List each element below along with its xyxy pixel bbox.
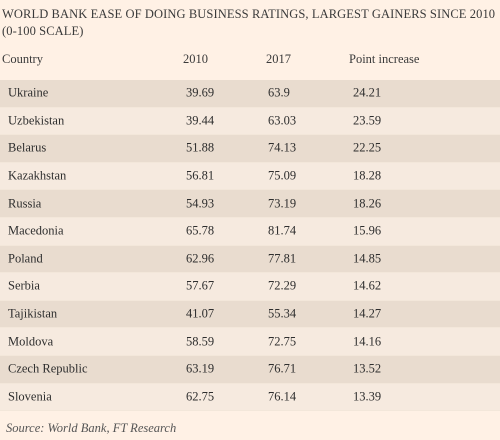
- point-increase-cell: 22.25: [353, 140, 382, 155]
- value-2017-cell: 81.74: [268, 223, 297, 238]
- header-country: Country: [2, 52, 43, 66]
- value-2010-cell: 62.96: [186, 251, 215, 266]
- value-2010-cell: 39.44: [186, 113, 215, 128]
- table-header: Country 2010 2017 Point increase: [0, 52, 500, 72]
- country-cell: Moldova: [8, 334, 54, 349]
- point-increase-cell: 13.52: [353, 361, 382, 376]
- country-cell: Macedonia: [8, 223, 64, 238]
- country-cell: Kazakhstan: [8, 168, 67, 183]
- country-cell: Uzbekistan: [8, 113, 65, 128]
- point-increase-cell: 23.59: [353, 113, 382, 128]
- table-row: Kazakhstan 56.81 75.09 18.28: [0, 162, 500, 191]
- value-2017-cell: 63.03: [268, 113, 297, 128]
- point-increase-cell: 18.26: [353, 196, 382, 211]
- value-2017-cell: 74.13: [268, 140, 297, 155]
- point-increase-cell: 14.85: [353, 251, 382, 266]
- table-row: Macedonia 65.78 81.74 15.96: [0, 217, 500, 246]
- value-2010-cell: 62.75: [186, 389, 215, 404]
- table-row: Tajikistan 41.07 55.34 14.27: [0, 300, 500, 329]
- table-body: Ukraine 39.69 63.9 24.21 Uzbekistan 39.44 63.0…: [0, 80, 500, 412]
- country-cell: Serbia: [8, 278, 40, 293]
- value-2017-cell: 76.14: [268, 389, 297, 404]
- country-cell: Poland: [8, 251, 43, 266]
- value-2017-cell: 76.71: [268, 361, 297, 376]
- table-row: Poland 62.96 77.81 14.85: [0, 245, 500, 274]
- point-increase-cell: 14.27: [353, 306, 382, 321]
- source-note: Source: World Bank, FT Research: [6, 421, 177, 435]
- value-2010-cell: 56.81: [186, 168, 215, 183]
- value-2010-cell: 58.59: [186, 334, 215, 349]
- value-2010-cell: 57.67: [186, 278, 215, 293]
- value-2017-cell: 73.19: [268, 196, 297, 211]
- country-cell: Slovenia: [8, 389, 52, 404]
- table-row: Belarus 51.88 74.13 22.25: [0, 135, 500, 163]
- value-2017-cell: 72.29: [268, 278, 297, 293]
- value-2017-cell: 55.34: [268, 306, 297, 321]
- table-row: Slovenia 62.75 76.14 13.39: [0, 383, 500, 412]
- value-2010-cell: 51.88: [186, 140, 215, 155]
- header-2010: 2010: [183, 52, 208, 66]
- chart-title: WORLD BANK EASE OF DOING BUSINESS RATING…: [2, 7, 496, 38]
- country-cell: Tajikistan: [8, 306, 58, 321]
- point-increase-cell: 24.21: [353, 85, 382, 100]
- country-cell: Czech Republic: [8, 361, 88, 376]
- table-row: Serbia 57.67 72.29 14.62: [0, 273, 500, 301]
- value-2010-cell: 39.69: [186, 85, 215, 100]
- value-2010-cell: 41.07: [186, 306, 215, 321]
- country-cell: Russia: [8, 196, 42, 211]
- point-increase-cell: 13.39: [353, 389, 382, 404]
- value-2010-cell: 65.78: [186, 223, 215, 238]
- point-increase-cell: 14.62: [353, 278, 382, 293]
- value-2010-cell: 54.93: [186, 196, 215, 211]
- header-2017: 2017: [266, 52, 291, 66]
- table-row: Moldova 58.59 72.75 14.16: [0, 328, 500, 356]
- value-2010-cell: 63.19: [186, 361, 215, 376]
- value-2017-cell: 77.81: [268, 251, 297, 266]
- country-cell: Belarus: [8, 140, 47, 155]
- point-increase-cell: 18.28: [353, 168, 382, 183]
- table-row: Ukraine 39.69 63.9 24.21: [0, 80, 500, 108]
- table-row: Czech Republic 63.19 76.71 13.52: [0, 355, 500, 384]
- value-2017-cell: 63.9: [268, 85, 290, 100]
- point-increase-cell: 14.16: [353, 334, 382, 349]
- value-2017-cell: 72.75: [268, 334, 297, 349]
- point-increase-cell: 15.96: [353, 223, 382, 238]
- table-row: Uzbekistan 39.44 63.03 23.59: [0, 107, 500, 136]
- value-2017-cell: 75.09: [268, 168, 297, 183]
- header-point-increase: Point increase: [349, 52, 420, 66]
- country-cell: Ukraine: [8, 85, 49, 100]
- table-row: Russia 54.93 73.19 18.26: [0, 190, 500, 218]
